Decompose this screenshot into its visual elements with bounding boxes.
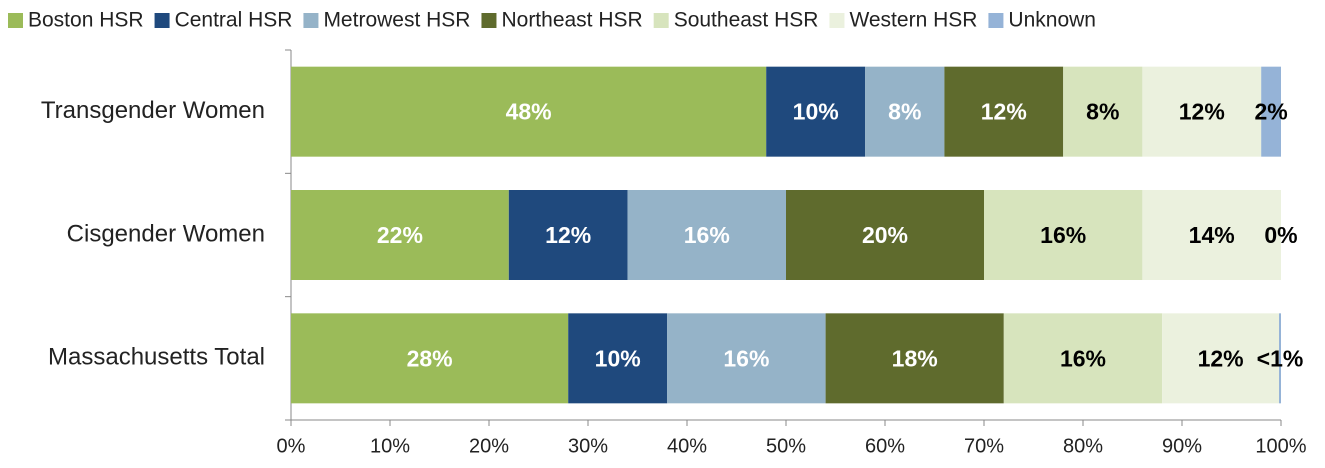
legend-swatch: [988, 13, 1004, 28]
value-label: 22%: [377, 222, 423, 248]
bar-segment: [291, 190, 509, 280]
legend-swatch: [154, 13, 170, 28]
category-label: Transgender Women: [41, 97, 265, 124]
value-label: 12%: [1198, 345, 1244, 371]
bar-segment: [766, 66, 866, 157]
legend-swatch: [653, 13, 669, 28]
bar-segment: [944, 66, 1064, 157]
legend-swatch: [829, 13, 845, 28]
bar-segment: [1003, 313, 1163, 404]
value-label: 18%: [892, 345, 938, 371]
legend-label: Central HSR: [175, 9, 293, 32]
legend-swatch: [8, 13, 23, 28]
legend-label: Southeast HSR: [674, 9, 819, 32]
value-label: 28%: [407, 345, 453, 371]
value-label: 12%: [545, 222, 591, 248]
value-label: 10%: [793, 99, 839, 125]
bar-segment: [825, 313, 1004, 404]
bar-segment: [865, 66, 945, 157]
bar-segment: [1261, 66, 1281, 157]
legend-label: Boston HSR: [28, 9, 144, 32]
legend-label: Unknown: [1008, 9, 1096, 32]
value-label: 16%: [723, 345, 769, 371]
value-label: 12%: [981, 99, 1027, 125]
value-label: <1%: [1257, 345, 1304, 371]
bar-segment: [1142, 190, 1281, 280]
value-label: 16%: [684, 222, 730, 248]
x-tick-label: 10%: [370, 435, 410, 457]
bar-segment: [291, 313, 569, 404]
bar-segment: [627, 190, 786, 280]
bar-segment: [1279, 313, 1281, 404]
x-tick-label: 60%: [865, 435, 905, 457]
x-tick-label: 50%: [766, 435, 806, 457]
x-tick-label: 100%: [1255, 435, 1306, 457]
x-tick-label: 70%: [964, 435, 1004, 457]
bar-segment: [1063, 66, 1143, 157]
category-label: Cisgender Women: [67, 220, 265, 247]
value-label: 8%: [888, 99, 921, 125]
legend-label: Metrowest HSR: [323, 9, 470, 32]
legend-label: Western HSR: [849, 9, 977, 32]
value-label: 16%: [1040, 222, 1086, 248]
value-label: 16%: [1060, 345, 1106, 371]
value-label: 10%: [595, 345, 641, 371]
bar-segment: [786, 190, 984, 280]
x-tick-label: 90%: [1162, 435, 1202, 457]
legend-label: Northeast HSR: [501, 9, 642, 32]
x-tick-label: 80%: [1063, 435, 1103, 457]
bar-segment: [667, 313, 826, 404]
value-label: 2%: [1254, 99, 1287, 125]
bar-segment: [508, 190, 628, 280]
category-label: Massachusetts Total: [48, 344, 265, 371]
value-label: 12%: [1179, 99, 1225, 125]
x-tick-label: 30%: [568, 435, 608, 457]
bar-segment: [984, 190, 1143, 280]
bar-segment: [1142, 66, 1262, 157]
legend-swatch: [303, 13, 319, 28]
bar-segment: [568, 313, 668, 404]
value-label: 14%: [1189, 222, 1235, 248]
x-tick-label: 40%: [667, 435, 707, 457]
value-label: 48%: [506, 99, 552, 125]
bar-segment: [291, 66, 767, 157]
x-tick-label: 0%: [277, 435, 306, 457]
value-label: 8%: [1086, 99, 1119, 125]
legend-swatch: [481, 13, 497, 28]
x-tick-label: 20%: [469, 435, 509, 457]
value-label: 0%: [1264, 222, 1297, 248]
bar-segment: [1162, 313, 1280, 404]
value-label: 20%: [862, 222, 908, 248]
